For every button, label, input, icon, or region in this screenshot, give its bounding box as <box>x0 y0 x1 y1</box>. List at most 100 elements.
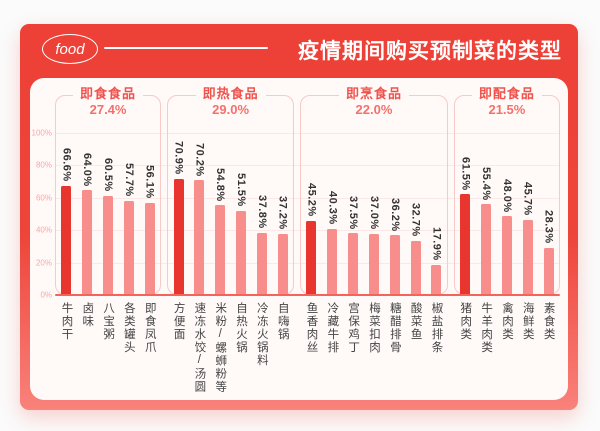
header-divider-line <box>104 47 268 49</box>
bar-category-label: 冷藏牛排 <box>326 302 339 354</box>
chart-panel: 100% 80% 60% 40% 20% 0% 即食食品 27.4% 66.6% 牛肉干 64.0… <box>30 78 568 400</box>
bar-category-label: 冷冻火锅料 <box>255 302 268 367</box>
bar-value-label: 55.4% <box>480 166 493 201</box>
bar-category-label: 即食凤爪 <box>143 302 156 354</box>
bar <box>236 210 246 294</box>
bar <box>522 219 533 294</box>
bar-value-label: 37.0% <box>367 196 380 231</box>
bar-value-label: 37.8% <box>255 195 268 229</box>
y-axis-tick-label: 100% <box>31 128 52 138</box>
bar-category-label: 宫保鸡丁 <box>347 302 360 354</box>
bar <box>123 200 134 294</box>
bar-category-label: 卤味 <box>81 302 94 328</box>
bar <box>82 190 93 294</box>
bar-value-label: 40.3% <box>326 191 339 225</box>
bar-category-label: 八宝粥 <box>102 302 115 341</box>
bar-value-label: 60.5% <box>102 158 115 192</box>
bar <box>306 220 317 294</box>
group-box: 即配食品 21.5% 61.5% 猪肉类 55.4% 牛羊肉类 48.0% 禽肉类 45.7% 海… <box>453 86 560 354</box>
bar-value-label: 66.6% <box>60 148 73 183</box>
infographic-card: food 疫情期间购买预制菜的类型 100% 80% 60% 40% 20% 0% 即食食… <box>20 24 578 410</box>
y-axis-tick-label: 60% <box>35 193 52 203</box>
x-axis-baseline <box>55 294 560 296</box>
bar-value-label: 17.9% <box>430 227 443 262</box>
gridline <box>55 133 560 134</box>
bar-value-label: 70.2% <box>193 142 206 177</box>
bar-category-label: 牛肉干 <box>60 302 73 341</box>
bar <box>103 196 114 294</box>
bar-category-label: 酸菜鱼 <box>409 302 422 341</box>
bar-value-label: 70.9% <box>172 141 185 176</box>
bar-value-label: 37.2% <box>276 196 289 230</box>
group-title: 即配食品 <box>478 86 535 101</box>
bar-value-label: 61.5% <box>459 156 472 191</box>
bar <box>348 233 359 294</box>
bar-value-label: 54.8% <box>214 167 227 202</box>
bar-category-label: 自嗨锅 <box>276 302 289 341</box>
bar <box>215 205 226 294</box>
chart-groups: 即食食品 27.4% 66.6% 牛肉干 64.0% 卤味 60.5% 八宝粥 57.7% 各类罐… <box>55 86 560 394</box>
bar <box>481 204 492 294</box>
group-share: 22.0% <box>355 101 393 117</box>
bar <box>460 194 471 294</box>
bar-value-label: 32.7% <box>409 203 422 238</box>
y-axis-tick-label: 20% <box>35 258 52 268</box>
bar <box>501 216 512 294</box>
bar-value-label: 28.3% <box>542 210 555 245</box>
bar-value-label: 48.0% <box>500 178 513 213</box>
bar-category-label: 糖醋排骨 <box>388 302 401 354</box>
bar <box>389 235 400 294</box>
bar-category-label: 米粉/螺蛳粉等 <box>214 302 227 394</box>
bar-category-label: 方便面 <box>172 302 185 341</box>
bar <box>144 203 155 294</box>
food-logo: food <box>42 34 98 64</box>
group-box: 即烹食品 22.0% 45.2% 鱼香肉丝 40.3% 冷藏牛排 37.5% 宫保鸡丁 37.0… <box>300 86 448 354</box>
food-logo-text: food <box>55 40 85 58</box>
gridline <box>55 165 560 167</box>
bar <box>277 233 288 294</box>
bar-category-label: 梅菜扣肉 <box>368 302 380 354</box>
bar <box>61 186 72 294</box>
y-axis-tick-label: 80% <box>35 160 52 170</box>
group-share: 21.5% <box>488 101 526 117</box>
group-legend: 即配食品 21.5% <box>471 86 542 118</box>
bar-category-label: 海鲜类 <box>521 302 534 341</box>
bar-value-label: 56.1% <box>143 165 156 200</box>
group-share: 27.4% <box>89 101 127 117</box>
bar <box>256 232 267 294</box>
bar-category-label: 禽肉类 <box>500 302 513 341</box>
page-title: 疫情期间购买预制菜的类型 <box>298 40 562 63</box>
bar-value-label: 45.7% <box>521 182 534 216</box>
bar-category-label: 猪肉类 <box>459 302 472 341</box>
group-box: 即食食品 27.4% 66.6% 牛肉干 64.0% 卤味 60.5% 八宝粥 57.7% 各类罐… <box>55 86 162 354</box>
bar-value-label: 36.2% <box>388 197 401 232</box>
bar-value-label: 45.2% <box>305 183 318 217</box>
bar-value-label: 57.7% <box>122 162 135 197</box>
bar <box>410 241 421 294</box>
bar <box>543 248 554 294</box>
gridline <box>55 197 560 199</box>
bar-value-label: 51.5% <box>235 172 247 207</box>
group-box: 即热食品 29.0% 70.9% 方便面 70.2% 速冻水饺/汤圆 54.8% 米粉/螺蛳粉… <box>167 86 295 394</box>
group-title: 即热食品 <box>202 86 259 101</box>
bar-category-label: 牛羊肉类 <box>480 302 493 354</box>
bar <box>368 234 379 294</box>
group-title: 即食食品 <box>80 86 137 101</box>
bar-category-label: 各类罐头 <box>122 302 135 354</box>
bar <box>194 180 205 294</box>
bar-category-label: 速冻水饺/汤圆 <box>193 302 206 394</box>
bar-category-label: 鱼香肉丝 <box>305 302 318 354</box>
bar <box>173 179 184 294</box>
bar-category-label: 素食类 <box>542 302 555 341</box>
group-title: 即烹食品 <box>345 86 402 101</box>
group-legend: 即食食品 27.4% <box>73 86 144 118</box>
bar-value-label: 64.0% <box>81 152 94 187</box>
bar-category-label: 椒盐排条 <box>430 302 443 354</box>
group-legend: 即烹食品 22.0% <box>338 86 409 118</box>
bar <box>431 265 442 294</box>
y-axis-tick-label: 40% <box>35 225 52 235</box>
bar-category-label: 自热火锅 <box>235 302 248 354</box>
y-axis-tick-label: 0% <box>40 290 52 300</box>
bar-value-label: 37.5% <box>347 195 360 230</box>
